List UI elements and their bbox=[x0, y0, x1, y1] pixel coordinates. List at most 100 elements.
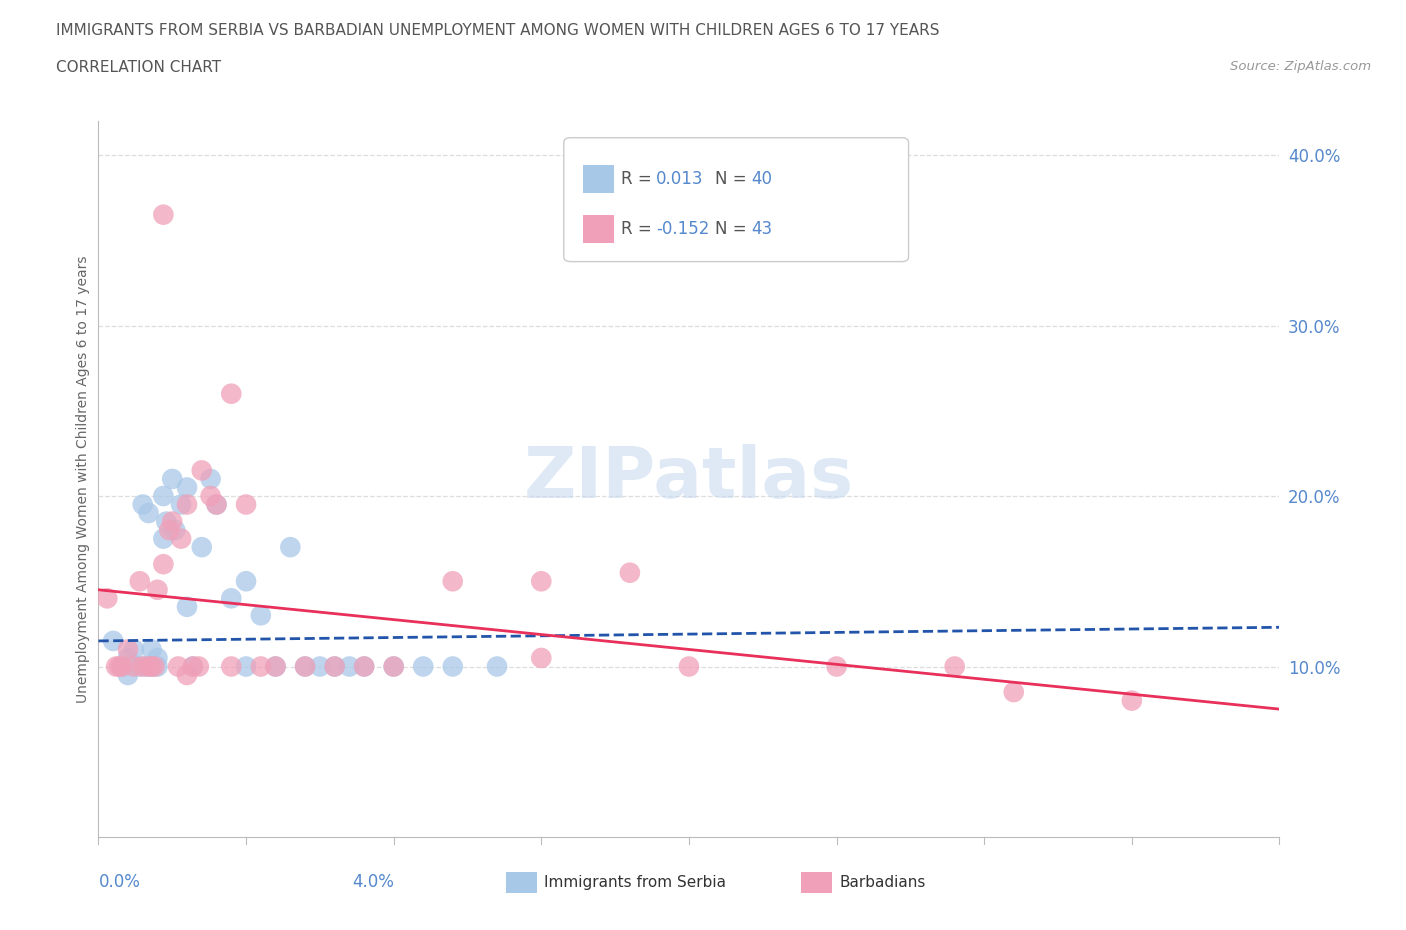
Text: 40: 40 bbox=[751, 169, 772, 188]
Point bbox=[146, 582, 169, 597]
Point bbox=[170, 498, 193, 512]
Point bbox=[176, 600, 198, 615]
Point bbox=[152, 488, 174, 503]
Point bbox=[152, 557, 174, 572]
Point bbox=[146, 659, 169, 674]
Point bbox=[122, 659, 145, 674]
Point bbox=[678, 659, 700, 674]
Point bbox=[176, 498, 198, 512]
Point bbox=[152, 207, 174, 222]
Point bbox=[96, 591, 118, 605]
Point bbox=[152, 531, 174, 546]
Point bbox=[323, 659, 346, 674]
Y-axis label: Unemployment Among Women with Children Ages 6 to 17 years: Unemployment Among Women with Children A… bbox=[76, 255, 90, 703]
Point bbox=[339, 659, 361, 674]
Text: 0.013: 0.013 bbox=[655, 169, 703, 188]
Point bbox=[309, 659, 332, 674]
Point bbox=[170, 531, 193, 546]
Point bbox=[135, 659, 157, 674]
Point bbox=[165, 523, 187, 538]
Point bbox=[619, 565, 641, 580]
Point bbox=[155, 514, 177, 529]
Point bbox=[141, 642, 163, 657]
Point bbox=[825, 659, 848, 674]
Point bbox=[176, 668, 198, 683]
Point bbox=[132, 659, 155, 674]
Point bbox=[141, 659, 163, 674]
Point bbox=[382, 659, 405, 674]
Point bbox=[108, 659, 131, 674]
Point bbox=[441, 574, 464, 589]
Point bbox=[530, 651, 553, 666]
Point bbox=[191, 539, 214, 554]
Text: 0.0%: 0.0% bbox=[98, 872, 141, 891]
Point bbox=[141, 659, 163, 674]
Point bbox=[181, 659, 204, 674]
Point bbox=[200, 472, 222, 486]
Point bbox=[530, 574, 553, 589]
Point bbox=[176, 480, 198, 495]
Point bbox=[167, 659, 190, 674]
Point bbox=[111, 659, 134, 674]
Point bbox=[138, 506, 160, 521]
Point bbox=[221, 659, 243, 674]
Text: N =: N = bbox=[714, 169, 752, 188]
Point bbox=[353, 659, 375, 674]
Point bbox=[250, 608, 273, 623]
Point bbox=[105, 659, 128, 674]
Point bbox=[250, 659, 273, 674]
Point bbox=[191, 463, 214, 478]
Text: 4.0%: 4.0% bbox=[352, 872, 394, 891]
Point bbox=[382, 659, 405, 674]
Point bbox=[128, 659, 150, 674]
Text: Barbadians: Barbadians bbox=[839, 875, 925, 890]
Point bbox=[353, 659, 375, 674]
Point bbox=[205, 498, 228, 512]
Point bbox=[441, 659, 464, 674]
Point bbox=[221, 386, 243, 401]
Point bbox=[117, 668, 139, 683]
Point bbox=[280, 539, 302, 554]
Point bbox=[235, 574, 257, 589]
Point bbox=[486, 659, 509, 674]
Point bbox=[162, 514, 184, 529]
Point bbox=[103, 633, 125, 648]
Text: ZIPatlas: ZIPatlas bbox=[524, 445, 853, 513]
Point bbox=[111, 659, 134, 674]
Point bbox=[122, 642, 145, 657]
Point bbox=[162, 472, 184, 486]
Point bbox=[323, 659, 346, 674]
Text: Source: ZipAtlas.com: Source: ZipAtlas.com bbox=[1230, 60, 1371, 73]
Point bbox=[1121, 693, 1143, 708]
Point bbox=[117, 642, 139, 657]
Text: Immigrants from Serbia: Immigrants from Serbia bbox=[544, 875, 725, 890]
Point bbox=[146, 651, 169, 666]
Text: N =: N = bbox=[714, 219, 752, 238]
Point bbox=[264, 659, 287, 674]
Point bbox=[143, 659, 166, 674]
Point bbox=[1002, 684, 1025, 699]
Text: CORRELATION CHART: CORRELATION CHART bbox=[56, 60, 221, 75]
Point bbox=[132, 498, 155, 512]
Point bbox=[181, 659, 204, 674]
Point bbox=[200, 488, 222, 503]
Point bbox=[157, 523, 180, 538]
Text: R =: R = bbox=[620, 169, 657, 188]
Text: -0.152: -0.152 bbox=[655, 219, 709, 238]
Point bbox=[138, 659, 160, 674]
Point bbox=[264, 659, 287, 674]
Text: 43: 43 bbox=[751, 219, 772, 238]
Point bbox=[128, 574, 150, 589]
Point bbox=[943, 659, 966, 674]
Point bbox=[235, 498, 257, 512]
Point bbox=[117, 651, 139, 666]
Text: R =: R = bbox=[620, 219, 657, 238]
Point bbox=[412, 659, 434, 674]
Point bbox=[294, 659, 316, 674]
Text: IMMIGRANTS FROM SERBIA VS BARBADIAN UNEMPLOYMENT AMONG WOMEN WITH CHILDREN AGES : IMMIGRANTS FROM SERBIA VS BARBADIAN UNEM… bbox=[56, 23, 939, 38]
Point bbox=[235, 659, 257, 674]
Point bbox=[187, 659, 209, 674]
Point bbox=[205, 498, 228, 512]
Point bbox=[294, 659, 316, 674]
Point bbox=[221, 591, 243, 605]
